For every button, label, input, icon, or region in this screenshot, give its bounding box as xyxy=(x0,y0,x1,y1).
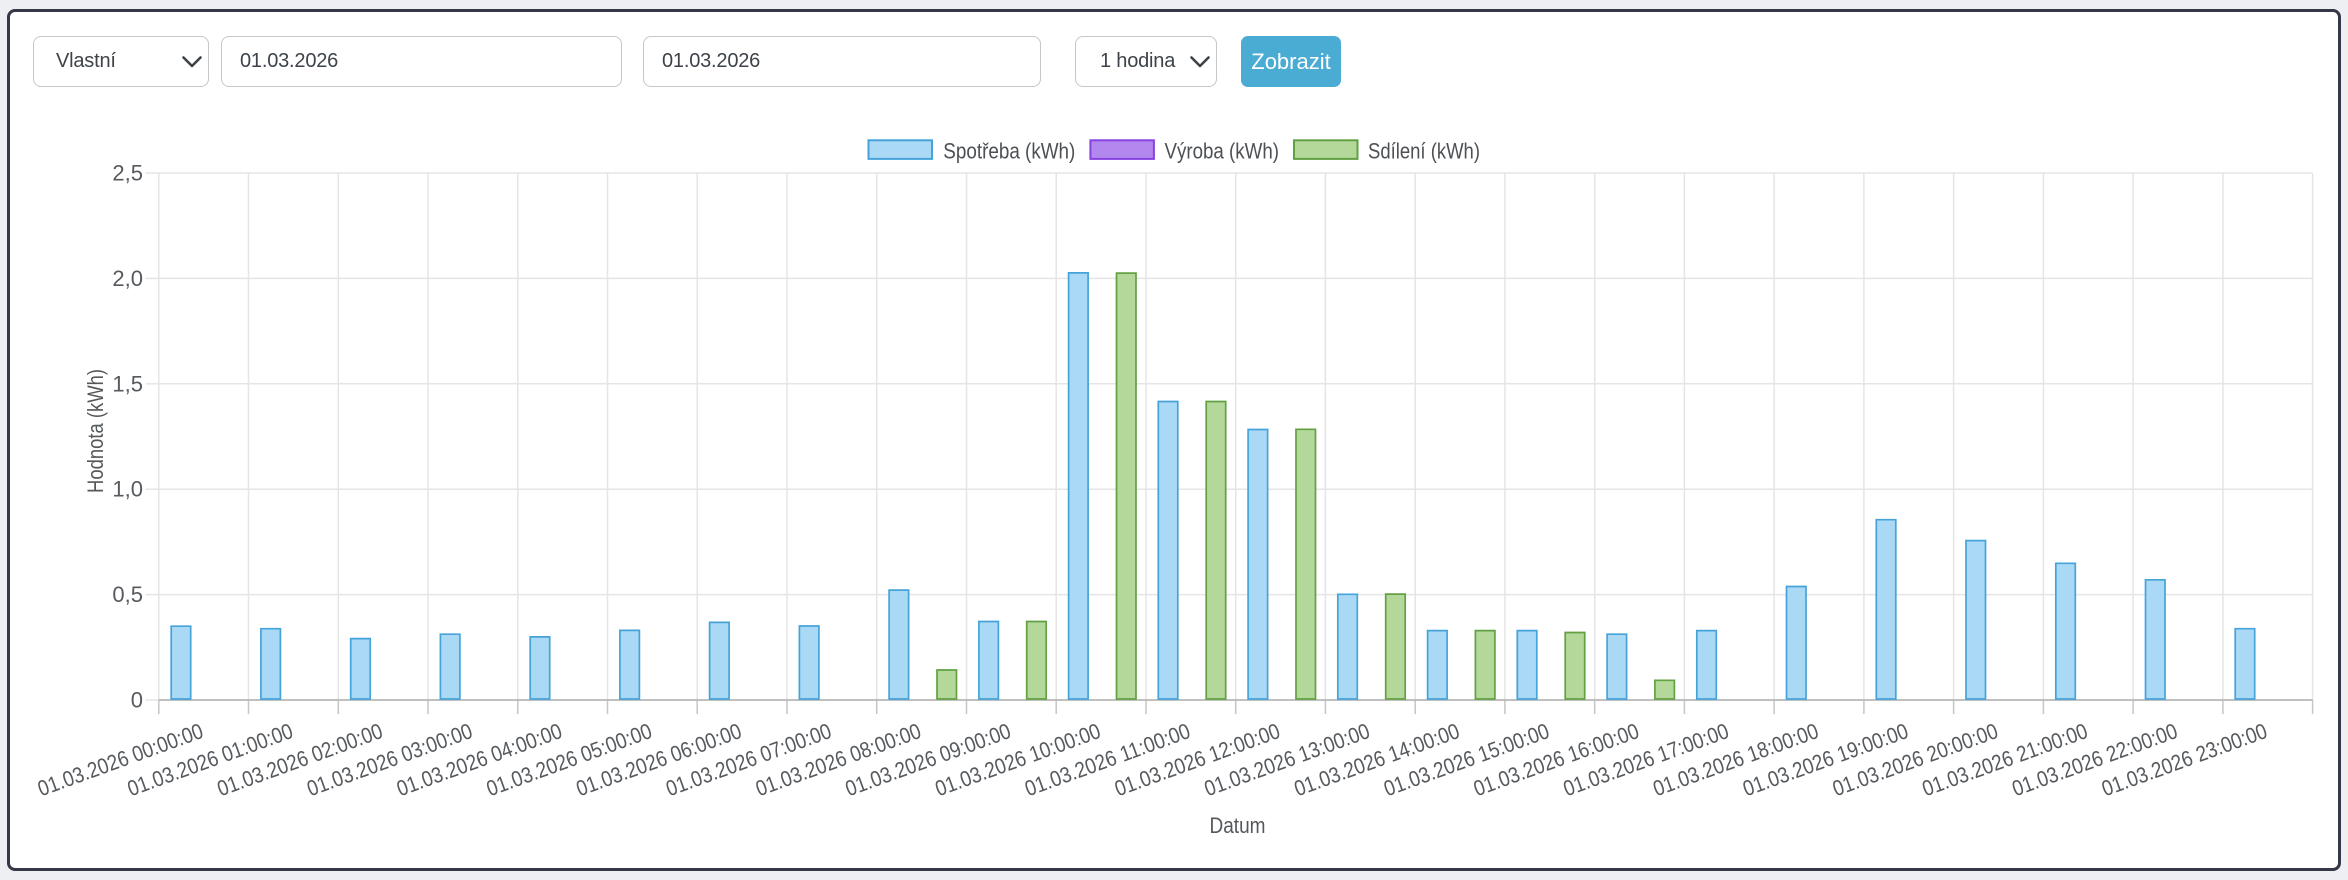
svg-text:2,5: 2,5 xyxy=(112,161,143,186)
svg-text:0: 0 xyxy=(131,688,143,713)
svg-text:Spotřeba (kWh): Spotřeba (kWh) xyxy=(943,139,1075,164)
svg-text:Datum: Datum xyxy=(1210,813,1266,838)
svg-text:0,5: 0,5 xyxy=(112,582,143,607)
svg-text:2,0: 2,0 xyxy=(112,266,143,291)
svg-text:Výroba (kWh): Výroba (kWh) xyxy=(1165,139,1280,164)
svg-text:1,5: 1,5 xyxy=(112,371,143,396)
svg-text:1,0: 1,0 xyxy=(112,477,143,502)
svg-text:Hodnota (kWh): Hodnota (kWh) xyxy=(83,369,108,493)
svg-text:Sdílení (kWh): Sdílení (kWh) xyxy=(1368,139,1480,164)
